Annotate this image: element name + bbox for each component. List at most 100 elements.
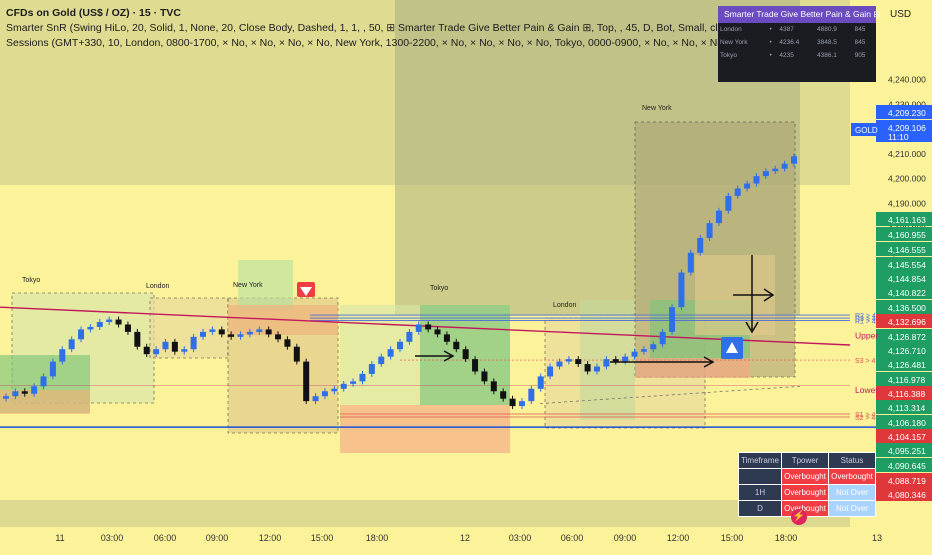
candle-body <box>406 331 413 342</box>
x-tick-label: 12:00 <box>667 533 690 543</box>
price-label-text: 4,161.163 <box>888 215 926 225</box>
indicator-legend-sessions[interactable]: Sessions (GMT+330, 10, London, 0800-1700… <box>6 37 746 49</box>
candle-body <box>59 349 66 362</box>
y-tick-label: 4,240.000 <box>888 75 926 85</box>
x-tick-label: 03:00 <box>509 533 532 543</box>
price-label-text: 4,080.346 <box>888 490 926 500</box>
candle-body <box>237 334 244 337</box>
candle-body <box>40 376 47 387</box>
price-label-box <box>876 487 932 501</box>
price-label-box <box>876 458 932 472</box>
price-label-box <box>876 227 932 241</box>
level-label: Upper <box>855 331 878 341</box>
candle-body <box>228 334 235 337</box>
candle-body <box>594 366 600 372</box>
candle-body <box>115 319 122 325</box>
candle-body <box>293 346 300 362</box>
candle-body <box>106 319 113 323</box>
arrow-right-head <box>443 350 455 362</box>
candle-body <box>246 331 253 335</box>
price-label-text: 4,144.854 <box>888 274 926 284</box>
info-dot: • <box>769 39 772 46</box>
price-label-box <box>876 105 932 119</box>
price-label-text: 4,104.157 <box>888 432 926 442</box>
session-box <box>340 405 510 453</box>
currency-label[interactable]: USD <box>890 9 912 20</box>
buy-triangle-icon <box>726 342 738 353</box>
status-cell <box>737 468 783 485</box>
arrow-right-head <box>763 288 775 302</box>
candle-body <box>612 359 619 362</box>
candle-body <box>687 252 694 273</box>
status-cell: Overbought <box>781 468 830 485</box>
info-cell: Tokyo <box>720 52 737 59</box>
candle-body <box>209 329 216 332</box>
candle-body <box>481 371 488 382</box>
x-tick-label: 18:00 <box>366 533 389 543</box>
x-tick-label: 03:00 <box>101 533 124 543</box>
price-label-text: 4,095.251 <box>888 446 926 456</box>
candle-body <box>31 386 38 394</box>
candle-body <box>368 364 375 374</box>
candle-body <box>331 388 338 392</box>
time-axis-bg <box>0 527 932 550</box>
info-cell: 4880.9 <box>816 26 837 33</box>
x-tick-label: 11 <box>55 533 64 543</box>
candle-body <box>350 381 357 384</box>
candle-body <box>640 349 647 352</box>
info-panel-table: London • 4387 4880.9 845 New York • 4236… <box>718 23 876 62</box>
candle-body <box>509 398 516 407</box>
price-label-text: 4,209.230 <box>888 108 926 118</box>
candle-body <box>678 272 685 308</box>
price-label-text: 4,126.481 <box>888 360 926 370</box>
status-row: Overbought Overbought <box>737 468 876 485</box>
info-cell: 4386.1 <box>816 52 837 59</box>
price-label-text: 4,116.978 <box>888 375 925 385</box>
session-label: New York <box>642 105 672 112</box>
info-cell: 4387 <box>779 26 794 33</box>
price-label-text: 4,160.955 <box>888 230 926 240</box>
session-box <box>149 297 229 359</box>
session-label: Tokyo <box>22 277 40 284</box>
level-label: R1 > 4 <box>855 319 876 326</box>
candle-body <box>753 176 760 184</box>
price-label-box <box>876 257 932 271</box>
x-tick-label: 06:00 <box>561 533 584 543</box>
x-tick-label: 09:00 <box>614 533 637 543</box>
lower-zone <box>0 500 850 527</box>
tradingview-logo-icon[interactable]: ⚡ <box>791 509 807 525</box>
session-label: New York <box>233 282 263 289</box>
candle-body <box>12 391 19 397</box>
candle-body <box>143 346 150 355</box>
candle-body <box>744 183 751 189</box>
candle-body <box>397 341 403 350</box>
price-label-text: 4,126.872 <box>888 332 926 342</box>
symbol-tag-box <box>851 123 876 136</box>
candle-body <box>697 237 704 253</box>
price-label-text: 4,106.180 <box>888 418 926 428</box>
candle-body <box>275 334 282 340</box>
candle-body <box>321 391 328 397</box>
status-row: 1H Overbought Not Over <box>737 484 876 501</box>
candle-body <box>96 322 103 327</box>
price-label-text: 4,145.554 <box>888 260 926 270</box>
y-tick-label: 4,210.000 <box>888 149 926 159</box>
trendline-resistance <box>0 306 851 346</box>
price-label-box <box>876 285 932 299</box>
status-cell: Overbought <box>781 484 830 501</box>
candle-body <box>87 326 94 330</box>
price-label-box <box>876 343 932 357</box>
price-label-text: 4,088.719 <box>888 476 926 486</box>
candle-body <box>490 381 497 392</box>
price-label-box <box>876 314 932 328</box>
candle-body <box>669 307 676 332</box>
info-cell: 845 <box>854 26 866 33</box>
price-label-box <box>876 415 932 429</box>
candle-body <box>181 349 188 352</box>
level-label: R2 > 4 <box>855 313 876 320</box>
candle-body <box>387 349 394 357</box>
indicator-legend-snr[interactable]: Smarter SnR (Swing HiLo, 20, Solid, 1, N… <box>6 22 746 34</box>
candle-body <box>734 188 741 196</box>
